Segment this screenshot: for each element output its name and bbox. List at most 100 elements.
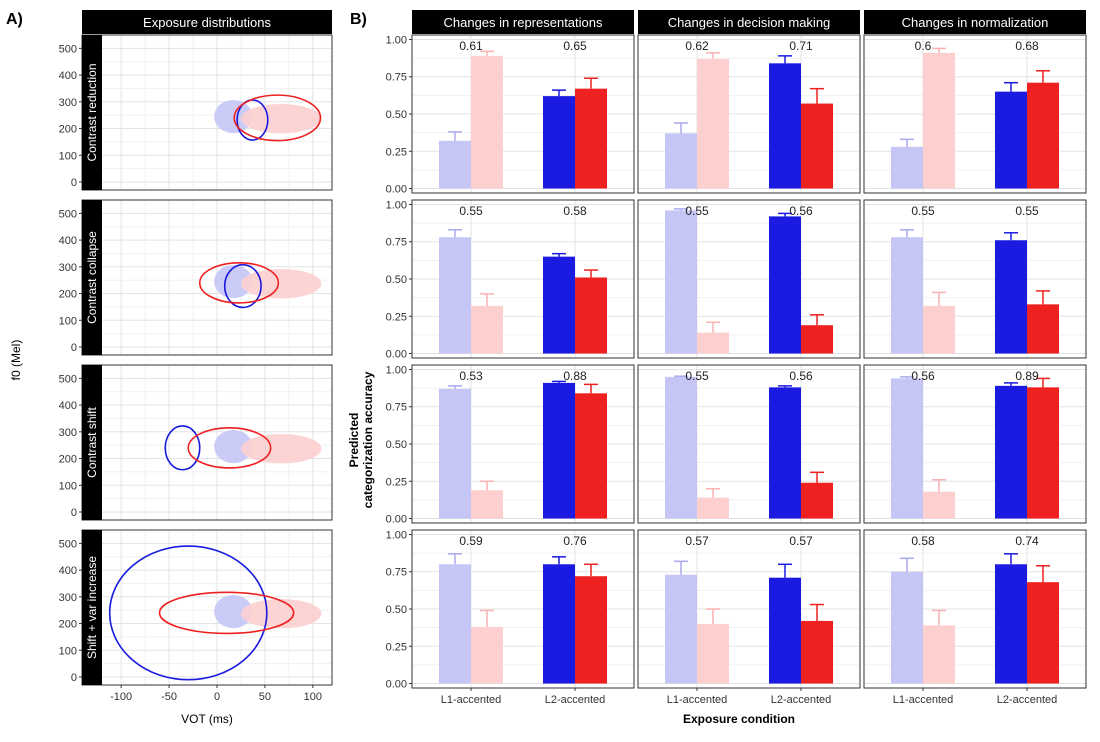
panel-border [863, 34, 1087, 194]
y-tick-label: 300 [59, 427, 77, 439]
mean-accuracy-label: 0.55 [685, 204, 709, 218]
mean-accuracy-label: 0.55 [1015, 204, 1039, 218]
accuracy-bar [439, 140, 471, 189]
panel-border [863, 199, 1087, 359]
accuracy-bar [995, 385, 1027, 519]
accuracy-bar [891, 571, 923, 684]
exposure-distribution-ellipse [108, 545, 268, 681]
y-tick-label: 0.00 [386, 184, 407, 196]
panel-border [637, 34, 861, 194]
y-tick-label: 400 [59, 565, 77, 577]
accuracy-bar [801, 103, 833, 189]
mean-accuracy-label: 0.6 [915, 39, 932, 53]
accuracy-bar [1027, 387, 1059, 519]
column-strip [638, 10, 860, 34]
mean-accuracy-label: 0.68 [1015, 39, 1039, 53]
accuracy-panel: 0.58 0.74 L1-accented L2-accented [863, 529, 1087, 706]
row-label: Shift + var increase [85, 556, 99, 659]
y-tick-label: 100 [59, 645, 77, 657]
mean-accuracy-label: 0.59 [459, 534, 483, 548]
x-tick-label: 100 [304, 691, 322, 703]
accuracy-bar [697, 58, 729, 189]
accuracy-bar [439, 564, 471, 684]
y-tick-label: 0.75 [386, 237, 407, 249]
background-distribution-ellipse [214, 429, 253, 464]
x-tick-label: 50 [259, 691, 271, 703]
accuracy-bar [1027, 82, 1059, 189]
accuracy-bar [665, 210, 697, 354]
accuracy-bar [923, 305, 955, 354]
background-distribution-ellipse [214, 594, 253, 629]
x-tick-label: -50 [161, 691, 177, 703]
left-x-axis-label: VOT (ms) [181, 712, 233, 726]
y-tick-label: 0.50 [386, 439, 407, 451]
accuracy-panel: 0.62 0.71 [637, 34, 861, 194]
y-tick-label: 0.25 [386, 476, 407, 488]
accuracy-panel: 0.56 0.89 [863, 364, 1087, 524]
accuracy-bar [891, 237, 923, 354]
background-distribution-ellipse [214, 264, 253, 299]
accuracy-panel: 0.57 0.57 L1-accented L2-accented [637, 529, 861, 706]
accuracy-bar [995, 564, 1027, 684]
exposure-distribution-ellipse [223, 263, 262, 309]
y-tick-label: 1.00 [386, 199, 407, 211]
right-x-axis-label: Exposure condition [683, 712, 795, 726]
mean-accuracy-label: 0.56 [911, 369, 935, 383]
background-distribution-ellipse [214, 99, 253, 134]
y-tick-label: 200 [59, 124, 77, 136]
accuracy-bar [543, 564, 575, 684]
y-tick-label: 0.00 [386, 679, 407, 691]
mean-accuracy-label: 0.61 [459, 39, 483, 53]
y-tick-label: 300 [59, 592, 77, 604]
accuracy-bar [665, 376, 697, 519]
row-label: Contrast collapse [85, 231, 99, 324]
panel-tag-b: B) [350, 11, 367, 28]
accuracy-bar [575, 88, 607, 189]
mean-accuracy-label: 0.74 [1015, 534, 1039, 548]
y-tick-label: 0.25 [386, 641, 407, 653]
exposure-distribution-ellipse [198, 262, 280, 304]
mean-accuracy-label: 0.62 [685, 39, 709, 53]
accuracy-panel: 0.6 0.68 [863, 34, 1087, 194]
background-distribution-ellipse [240, 598, 322, 629]
mean-accuracy-label: 0.57 [789, 534, 813, 548]
y-tick-label: 0.00 [386, 349, 407, 361]
accuracy-bar [923, 52, 955, 189]
accuracy-bar [995, 240, 1027, 354]
accuracy-bar [801, 482, 833, 519]
y-tick-label: 500 [59, 373, 77, 385]
y-tick-label: 500 [59, 43, 77, 55]
mean-accuracy-label: 0.55 [911, 204, 935, 218]
background-distribution-ellipse [240, 103, 322, 134]
accuracy-bar [665, 133, 697, 189]
panel-tag-a: A) [6, 11, 23, 28]
accuracy-bar [801, 325, 833, 354]
left-y-axis-label: f0 (Mel) [9, 340, 23, 381]
accuracy-bar [471, 305, 503, 354]
mean-accuracy-label: 0.88 [563, 369, 587, 383]
accuracy-bar [923, 491, 955, 519]
y-tick-label: 500 [59, 538, 77, 550]
mean-accuracy-label: 0.57 [685, 534, 709, 548]
y-tick-label: 400 [59, 400, 77, 412]
y-tick-label: 1.00 [386, 364, 407, 376]
mean-accuracy-label: 0.65 [563, 39, 587, 53]
accuracy-bar [1027, 304, 1059, 354]
x-tick-label: L1-accented [667, 694, 728, 706]
panel-border [863, 364, 1087, 524]
y-tick-label: 0.00 [386, 514, 407, 526]
accuracy-bar [1027, 582, 1059, 684]
ellipse-layer [214, 94, 322, 142]
accuracy-bar [439, 237, 471, 354]
y-tick-label: 0.75 [386, 567, 407, 579]
row-label: Contrast shift [85, 406, 99, 477]
accuracy-bar [697, 497, 729, 519]
accuracy-bar [665, 574, 697, 684]
mean-accuracy-label: 0.89 [1015, 369, 1039, 383]
y-tick-label: 300 [59, 97, 77, 109]
y-tick-label: 100 [59, 150, 77, 162]
right-y-axis-label-line1: Predicted [347, 413, 361, 468]
exposure-distribution-ellipse [158, 591, 295, 635]
y-tick-label: 0.50 [386, 604, 407, 616]
